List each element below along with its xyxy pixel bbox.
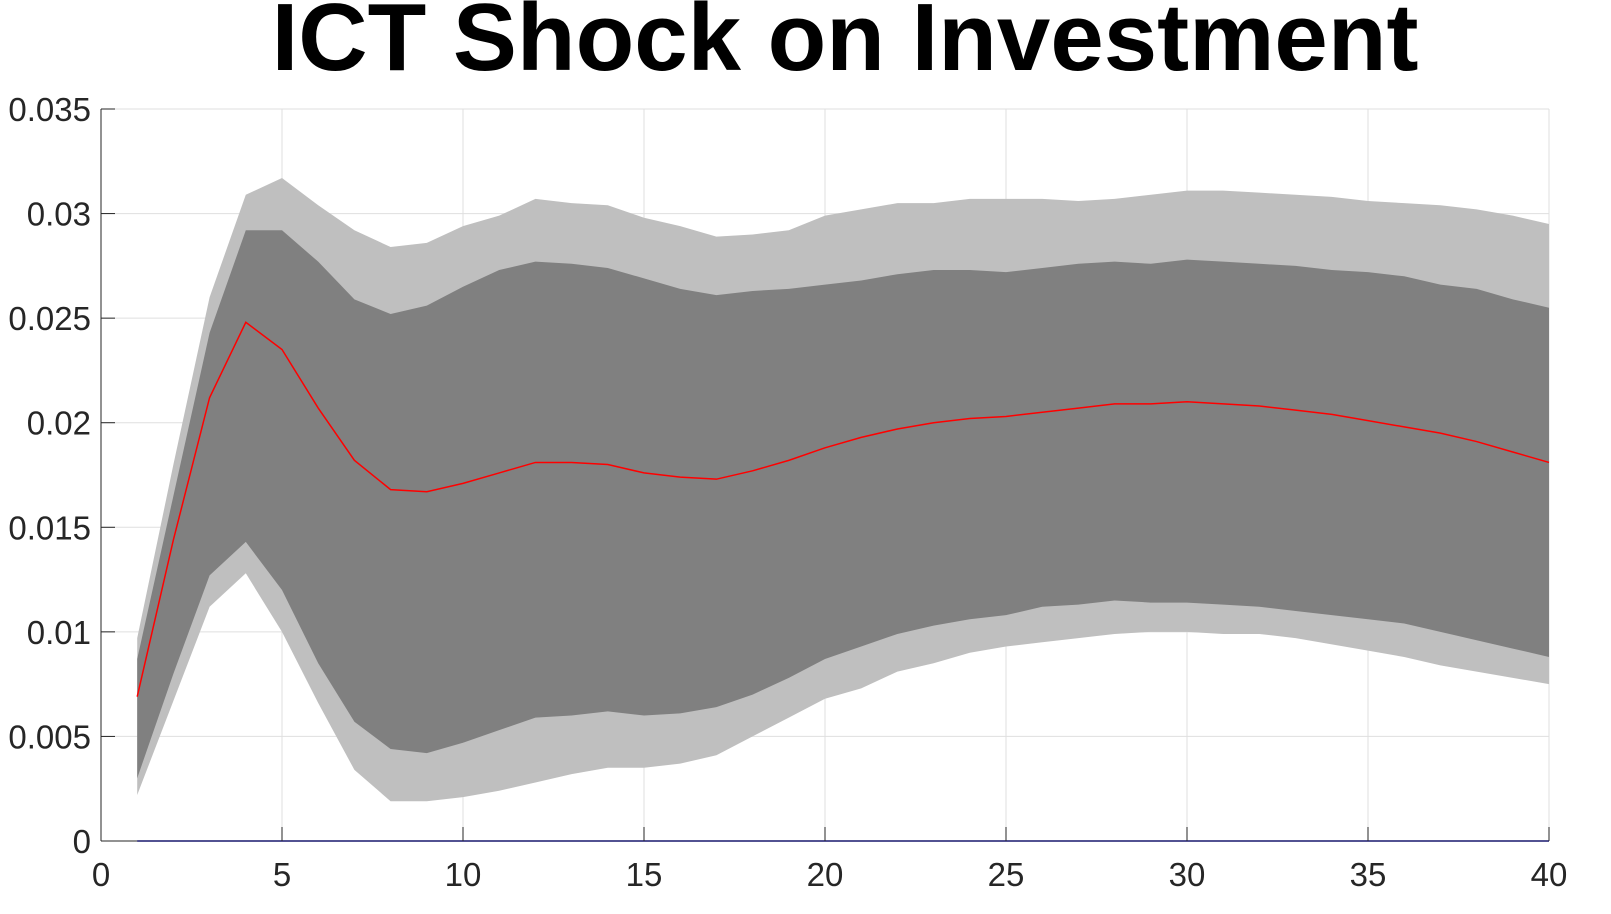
x-tick-label: 5 xyxy=(273,856,291,893)
y-tick-label: 0.025 xyxy=(8,300,91,337)
x-tick-label: 15 xyxy=(626,856,663,893)
y-tick-label: 0.01 xyxy=(27,614,91,651)
band-layer xyxy=(137,178,1550,802)
y-tick-label: 0.02 xyxy=(27,405,91,442)
x-tick-label: 10 xyxy=(445,856,482,893)
axis-layer: 0 5 10 15 20 25 30 35 40 0 0.005 0.01 0.015 0.02 0.025… xyxy=(8,91,1567,893)
y-tick-label: 0.035 xyxy=(8,91,91,128)
y-tick-label: 0.015 xyxy=(8,509,91,546)
chart-title: ICT Shock on Investment xyxy=(272,0,1419,91)
x-tick-label: 25 xyxy=(988,856,1025,893)
median-response-line xyxy=(136,321,1550,697)
x-tick-label: 40 xyxy=(1531,856,1568,893)
y-tick-label: 0.03 xyxy=(27,196,91,233)
y-tick-label: 0 xyxy=(73,823,91,860)
y-tick-label: 0.005 xyxy=(8,718,91,755)
x-tick-label: 30 xyxy=(1169,856,1206,893)
x-tick-label: 0 xyxy=(92,856,110,893)
x-tick-label: 20 xyxy=(807,856,844,893)
inner-confidence-band xyxy=(137,230,1550,779)
x-tick-label: 35 xyxy=(1350,856,1387,893)
